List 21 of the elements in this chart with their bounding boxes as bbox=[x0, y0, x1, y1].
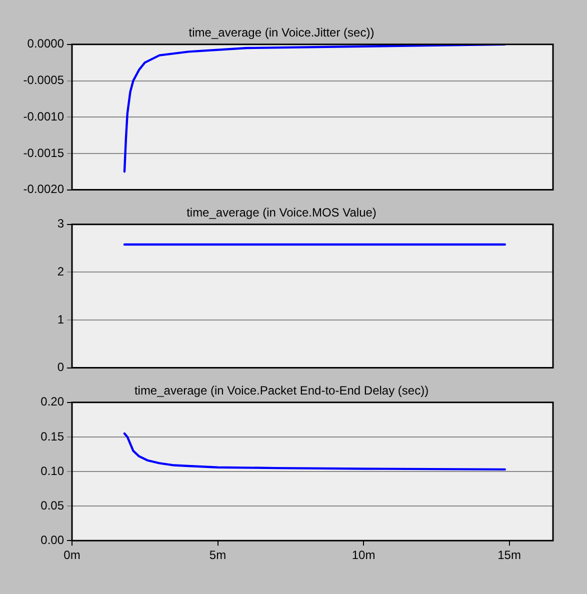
x-tick-label: 0m bbox=[64, 548, 80, 562]
x-tick-label: 5m bbox=[209, 548, 226, 562]
y-tick-label: 2 bbox=[57, 264, 64, 279]
y-tick-label: 0.0000 bbox=[27, 36, 64, 51]
y-tick-label: 0.05 bbox=[40, 498, 64, 512]
y-tick-label: 0.10 bbox=[40, 464, 64, 478]
y-tick-label: -0.0020 bbox=[23, 182, 64, 196]
y-tick-label: -0.0010 bbox=[23, 109, 64, 124]
y-tick-label: -0.0015 bbox=[23, 146, 64, 160]
y-tick-label: 1 bbox=[57, 312, 64, 326]
y-tick-label: 0.00 bbox=[40, 532, 64, 547]
y-tick-label: 3 bbox=[57, 216, 64, 231]
y-tick-label: 0.15 bbox=[40, 429, 64, 444]
y-tick-label: 0.20 bbox=[40, 394, 64, 409]
x-tick-label: 10m bbox=[352, 548, 376, 562]
chart-title: time_average (in Voice.Packet End-to-End Delay (sec)) bbox=[134, 384, 429, 398]
x-tick-label: 15m bbox=[498, 548, 521, 562]
chart-title: time_average (in Voice.Jitter (sec)) bbox=[188, 26, 374, 40]
y-tick-label: 0 bbox=[57, 360, 64, 374]
chart-title: time_average (in Voice.MOS Value) bbox=[186, 206, 376, 220]
y-tick-label: -0.0005 bbox=[23, 73, 64, 88]
